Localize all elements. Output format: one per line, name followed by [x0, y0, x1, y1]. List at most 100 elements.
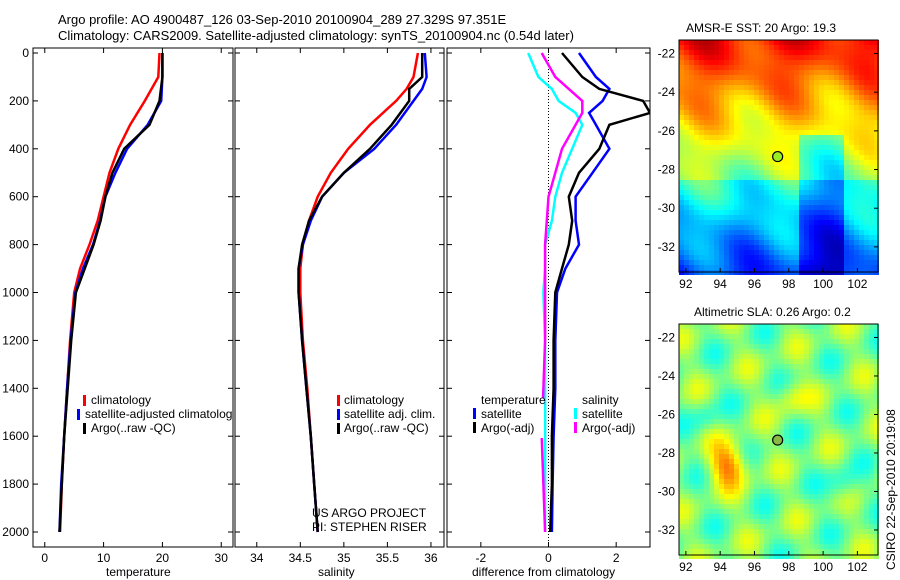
- heatmap-cell: [684, 180, 689, 185]
- heatmap-cell: [799, 524, 804, 529]
- heatmap-cell: [854, 554, 859, 559]
- heatmap-cell: [869, 240, 874, 245]
- heatmap-cell: [759, 210, 764, 215]
- heatmap-cell: [839, 554, 844, 559]
- heatmap-cell: [774, 464, 779, 469]
- heatmap-cell: [854, 240, 859, 245]
- heatmap-cell: [804, 424, 809, 429]
- heatmap-cell: [814, 175, 819, 180]
- heatmap-cell: [769, 120, 774, 125]
- heatmap-cell: [744, 150, 749, 155]
- heatmap-cell: [744, 110, 749, 115]
- heatmap-cell: [734, 90, 739, 95]
- heatmap-cell: [874, 155, 879, 160]
- heatmap-cell: [749, 100, 754, 105]
- heatmap-cell: [869, 474, 874, 479]
- heatmap-cell: [739, 429, 744, 434]
- heatmap-cell: [839, 514, 844, 519]
- heatmap-cell: [724, 250, 729, 255]
- heatmap-cell: [874, 180, 879, 185]
- heatmap-cell: [854, 359, 859, 364]
- heatmap-cell: [799, 494, 804, 499]
- heatmap-cell: [749, 55, 754, 60]
- heatmap-cell: [799, 250, 804, 255]
- heatmap-cell: [784, 260, 789, 265]
- heatmap-cell: [729, 384, 734, 389]
- heatmap-cell: [849, 344, 854, 349]
- heatmap-cell: [744, 354, 749, 359]
- heatmap-cell: [854, 399, 859, 404]
- heatmap-cell: [814, 235, 819, 240]
- heatmap-cell: [749, 180, 754, 185]
- heatmap-cell: [749, 554, 754, 559]
- heatmap-cell: [819, 364, 824, 369]
- heatmap-cell: [724, 100, 729, 105]
- heatmap-cell: [744, 265, 749, 270]
- heatmap-cell: [854, 205, 859, 210]
- heatmap-cell: [699, 514, 704, 519]
- heatmap-cell: [679, 215, 684, 220]
- difference-legend: temperature salinity satellite Argo(-adj…: [454, 393, 635, 438]
- heatmap-cell: [794, 534, 799, 539]
- heatmap-cell: [759, 125, 764, 130]
- heatmap-cell: [724, 175, 729, 180]
- heatmap-cell: [869, 225, 874, 230]
- heatmap-cell: [699, 70, 704, 75]
- heatmap-cell: [819, 454, 824, 459]
- heatmap-cell: [794, 469, 799, 474]
- heatmap-cell: [814, 150, 819, 155]
- heatmap-cell: [689, 494, 694, 499]
- heatmap-cell: [764, 205, 769, 210]
- x-tick-label: 102: [847, 277, 867, 291]
- heatmap-cell: [854, 424, 859, 429]
- heatmap-cell: [739, 145, 744, 150]
- heatmap-cell: [859, 554, 864, 559]
- heatmap-cell: [744, 235, 749, 240]
- heatmap-cell: [769, 404, 774, 409]
- heatmap-cell: [739, 369, 744, 374]
- heatmap-cell: [679, 90, 684, 95]
- heatmap-cell: [799, 504, 804, 509]
- heatmap-cell: [774, 444, 779, 449]
- heatmap-cell: [844, 190, 849, 195]
- heatmap-cell: [794, 489, 799, 494]
- heatmap-cell: [824, 265, 829, 270]
- heatmap-cell: [744, 544, 749, 549]
- heatmap-cell: [679, 40, 684, 45]
- heatmap-cell: [809, 125, 814, 130]
- heatmap-cell: [709, 175, 714, 180]
- heatmap-cell: [689, 334, 694, 339]
- heatmap-cell: [839, 95, 844, 100]
- heatmap-cell: [704, 55, 709, 60]
- heatmap-cell: [709, 524, 714, 529]
- heatmap-cell: [859, 150, 864, 155]
- heatmap-cell: [874, 135, 879, 140]
- heatmap-cell: [714, 494, 719, 499]
- heatmap-cell: [809, 374, 814, 379]
- heatmap-cell: [779, 364, 784, 369]
- heatmap-cell: [719, 404, 724, 409]
- heatmap-cell: [739, 105, 744, 110]
- heatmap-cell: [684, 384, 689, 389]
- heatmap-cell: [704, 80, 709, 85]
- heatmap-cell: [764, 200, 769, 205]
- heatmap-cell: [684, 479, 689, 484]
- heatmap-cell: [799, 549, 804, 554]
- heatmap-cell: [684, 389, 689, 394]
- heatmap-cell: [704, 170, 709, 175]
- heatmap-cell: [819, 524, 824, 529]
- heatmap-cell: [864, 479, 869, 484]
- heatmap-cell: [799, 344, 804, 349]
- heatmap-cell: [694, 255, 699, 260]
- heatmap-cell: [719, 424, 724, 429]
- heatmap-cell: [679, 165, 684, 170]
- heatmap-cell: [689, 529, 694, 534]
- heatmap-cell: [844, 499, 849, 504]
- heatmap-cell: [759, 534, 764, 539]
- heatmap-cell: [819, 50, 824, 55]
- heatmap-cell: [799, 95, 804, 100]
- heatmap-cell: [829, 469, 834, 474]
- heatmap-cell: [729, 459, 734, 464]
- heatmap-cell: [719, 165, 724, 170]
- heatmap-cell: [834, 120, 839, 125]
